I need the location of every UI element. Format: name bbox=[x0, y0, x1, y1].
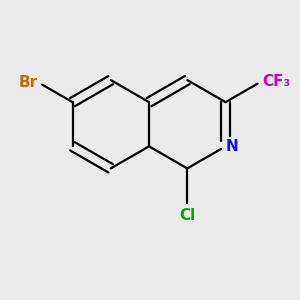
Text: Br: Br bbox=[19, 75, 38, 90]
Text: Cl: Cl bbox=[179, 208, 195, 223]
Text: N: N bbox=[226, 139, 238, 154]
Text: CF₃: CF₃ bbox=[262, 74, 290, 89]
